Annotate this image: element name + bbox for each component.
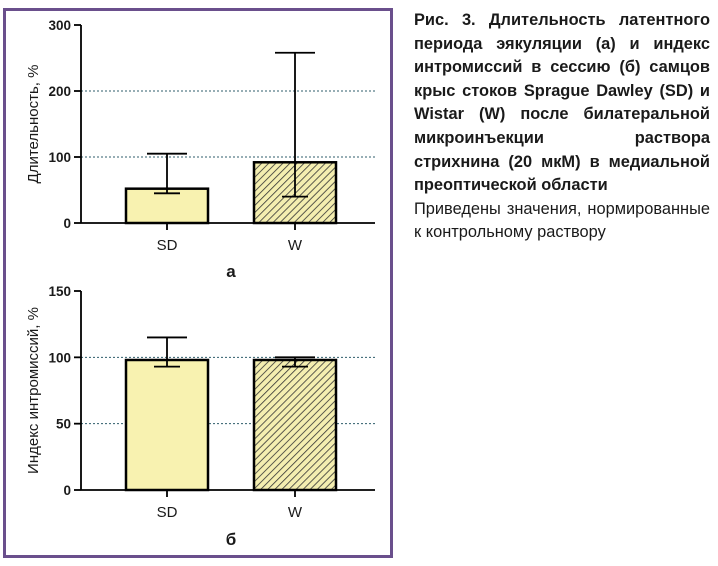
- category-label: SD: [157, 237, 178, 254]
- y-tick-label: 200: [48, 84, 71, 99]
- category-label: SD: [157, 504, 178, 521]
- y-axis-title: Длительность, %: [25, 65, 42, 184]
- category-label: W: [288, 504, 303, 521]
- y-tick-label: 0: [63, 216, 71, 231]
- y-tick-label: 0: [63, 483, 71, 498]
- figure-charts: SD W 0 100 200 300 Длительность, % а SD W 0 50 100 1…: [25, 18, 375, 549]
- y-axis-title: Индекс интромиссий, %: [25, 307, 42, 474]
- caption-title: Рис. 3. Длительность латентного периода …: [414, 11, 710, 195]
- y-tick-label: 100: [48, 350, 71, 365]
- category-label: W: [288, 237, 303, 254]
- bar-sd: [124, 358, 210, 492]
- panel-label: б: [226, 530, 237, 549]
- bar-sd: [124, 187, 210, 225]
- figure-frame: [3, 8, 393, 558]
- bar-w: [252, 358, 338, 492]
- y-tick-label: 150: [48, 284, 71, 299]
- chart-panel-a: SD W 0 100 200 300 Длительность, % а: [25, 18, 375, 281]
- figure-caption: Рис. 3. Длительность латентного периода …: [414, 9, 710, 245]
- caption-note: Приведены значения, нормированные к конт…: [414, 199, 710, 242]
- y-tick-label: 100: [48, 150, 71, 165]
- y-tick-label: 50: [56, 417, 71, 432]
- y-tick-label: 300: [48, 18, 71, 33]
- chart-panel-b: SD W 0 50 100 150 Индекс интромиссий, % б: [25, 284, 375, 549]
- panel-label: а: [226, 262, 236, 281]
